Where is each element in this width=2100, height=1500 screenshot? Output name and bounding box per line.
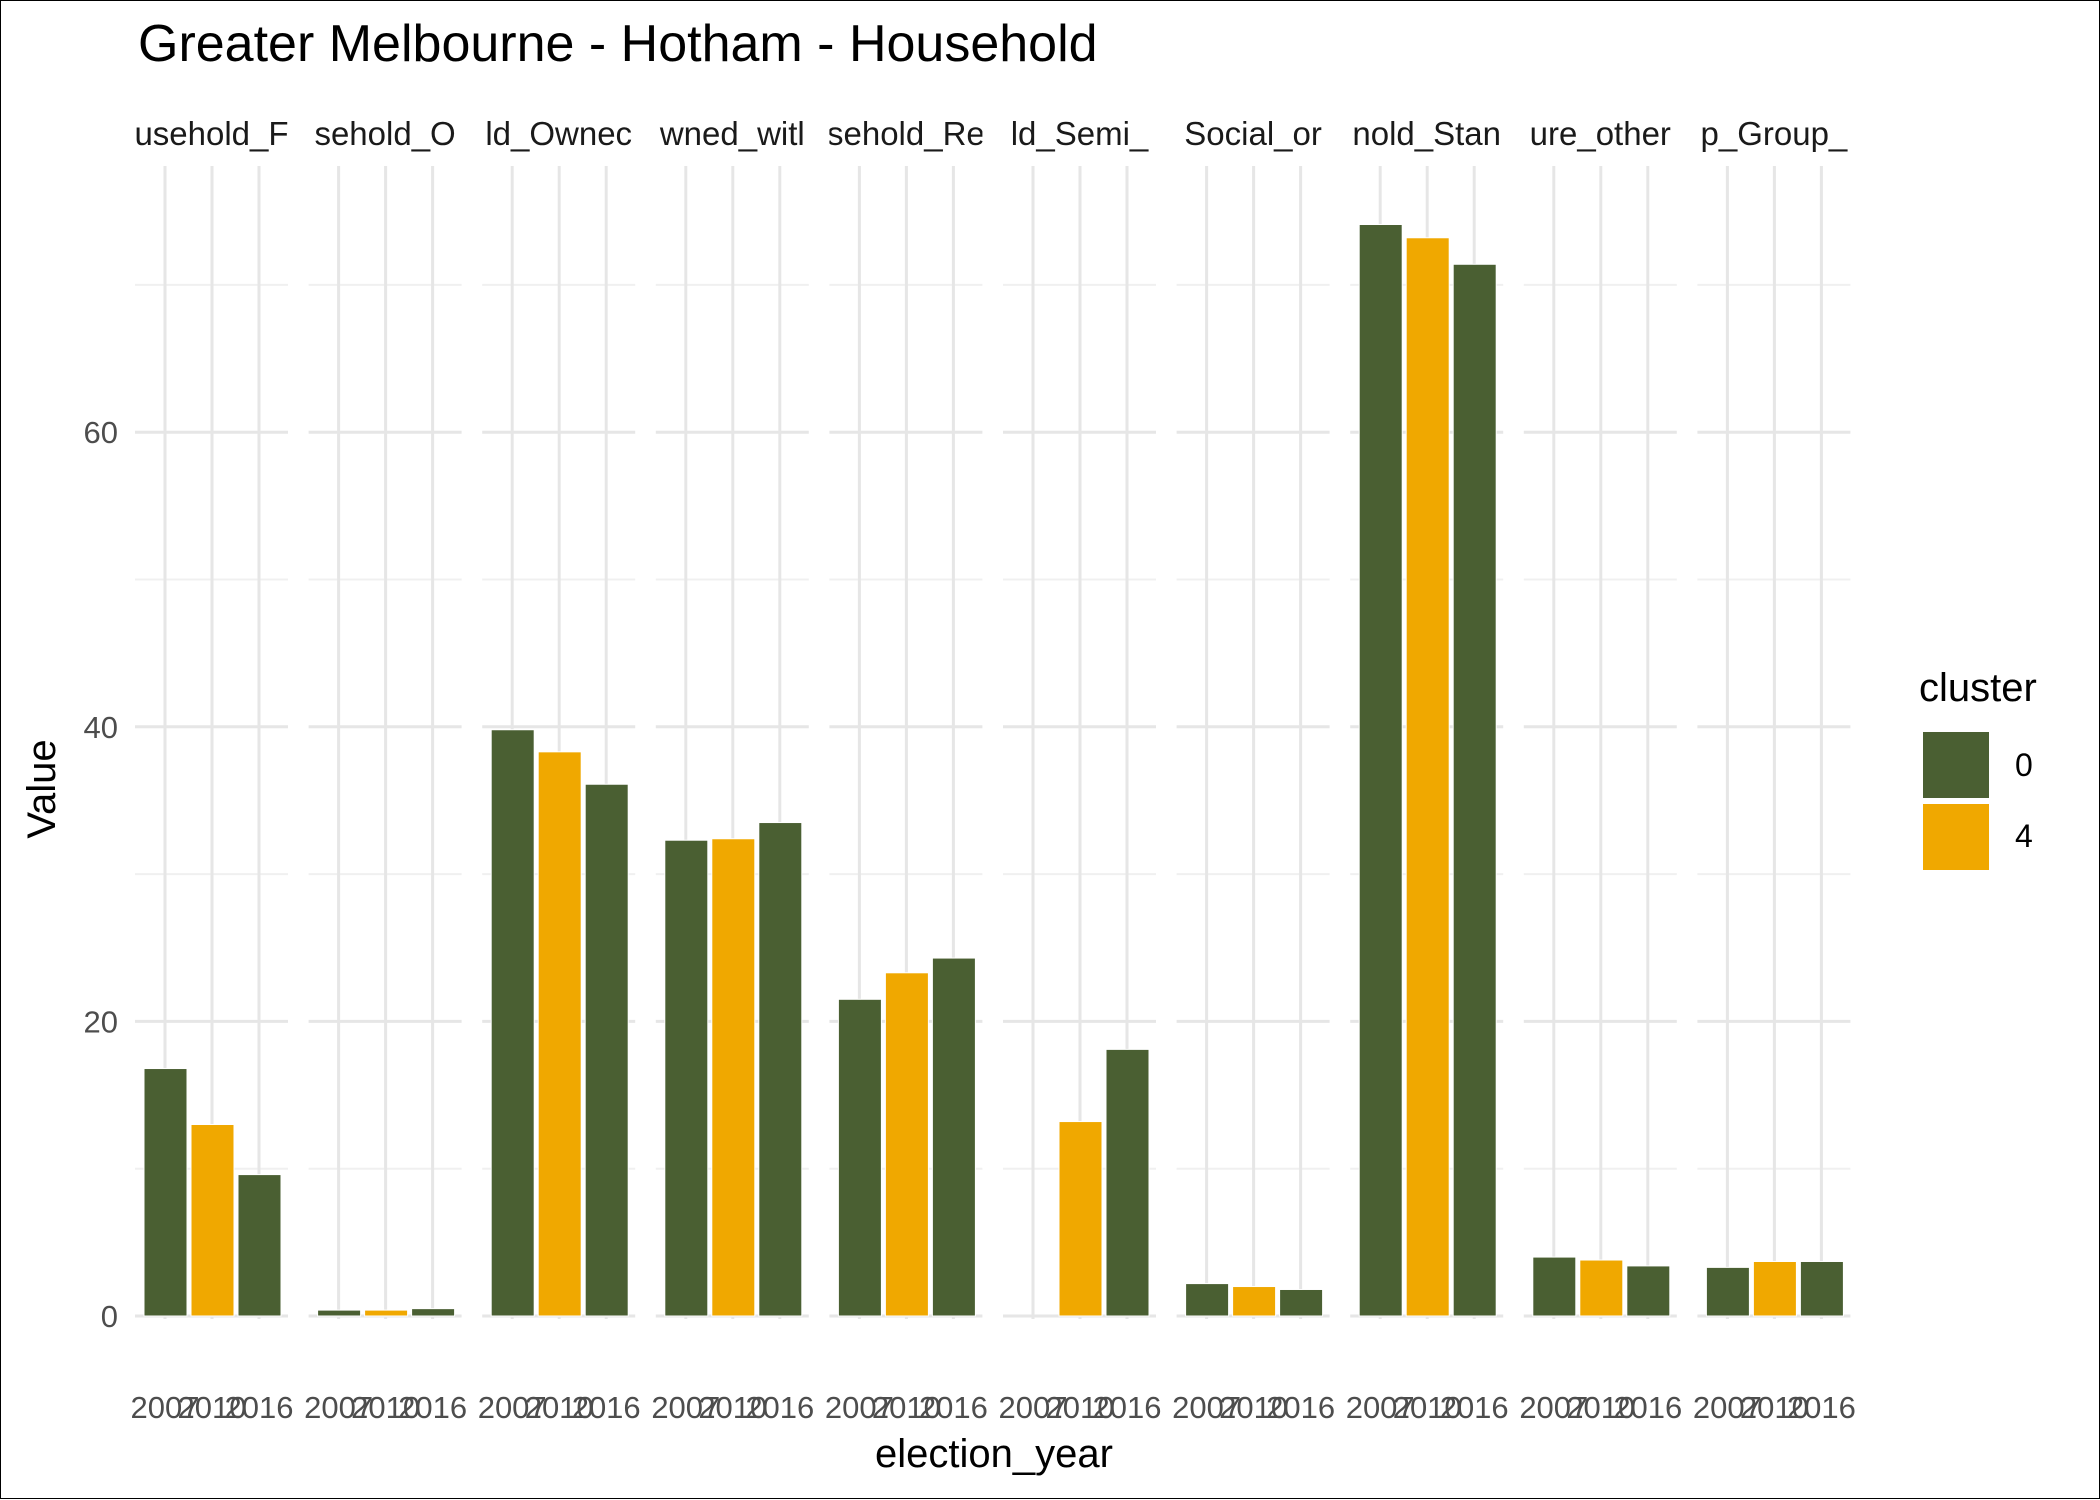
bar [1752,1260,1797,1317]
bar [143,1068,188,1317]
x-tick-label: 2010 [1566,1390,1635,1425]
bar [1705,1266,1750,1317]
bar [317,1309,362,1317]
facet-panels: usehold_F200720102016sehold_O20072010201… [131,115,1856,1425]
bar [1626,1265,1671,1317]
facet-strip-label: ld_Ownec [485,115,632,152]
chart-title: Greater Melbourne - Hotham - Household [138,15,1098,73]
bar [490,729,535,1317]
x-tick-label: 2010 [1046,1390,1115,1425]
x-tick-label: 2007 [825,1390,894,1425]
bar [1452,263,1497,1317]
facet-strip-label: ld_Semi_ [1011,115,1149,152]
bar [537,751,582,1317]
x-axis-title: election_year [875,1432,1113,1476]
x-tick-label: 2010 [872,1390,941,1425]
x-tick-label: 2016 [745,1390,814,1425]
x-tick-label: 2007 [1346,1390,1415,1425]
x-tick-label: 2016 [1787,1390,1856,1425]
bar [758,822,803,1317]
legend-swatch-1 [1923,804,1989,870]
bar [1279,1288,1324,1317]
bar [711,838,756,1317]
x-tick-label: 2007 [131,1390,200,1425]
y-axis-title: Value [20,739,64,838]
x-tick-label: 2007 [1172,1390,1241,1425]
x-tick-label: 2010 [1740,1390,1809,1425]
x-tick-label: 2007 [1693,1390,1762,1425]
x-tick-label: 2016 [1266,1390,1335,1425]
facet-strip-label: nold_Stan [1352,115,1501,152]
x-tick-label: 2016 [225,1390,294,1425]
legend-title: cluster [1919,666,2037,710]
bar [1579,1259,1624,1317]
x-tick-label: 2010 [351,1390,420,1425]
bar [1358,224,1403,1317]
bar [1232,1286,1277,1317]
bar [884,972,929,1317]
facet-strip-label: usehold_F [134,115,288,152]
x-tick-label: 2007 [1519,1390,1588,1425]
x-tick-label: 2007 [478,1390,547,1425]
x-tick-label: 2010 [525,1390,594,1425]
bar [364,1309,409,1317]
bar [1799,1260,1844,1317]
x-tick-label: 2016 [919,1390,988,1425]
x-tick-label: 2016 [1093,1390,1162,1425]
bar [837,998,882,1317]
facet-strip-label: sehold_O [314,115,455,152]
facet-strip-label: sehold_Re [827,115,985,152]
bar [1185,1283,1230,1317]
bar [237,1174,282,1317]
bar [931,957,976,1317]
y-tick-label: 40 [84,710,118,745]
facet-strip-label: Social_or [1184,115,1322,152]
x-tick-label: 2016 [572,1390,641,1425]
y-tick-label: 60 [84,415,118,450]
bar [1058,1121,1103,1317]
bar [1532,1256,1577,1317]
legend-swatch-0 [1923,732,1989,798]
legend: cluster 0 4 [1919,666,2037,870]
bar [190,1124,235,1317]
x-tick-label: 2010 [698,1390,767,1425]
y-tick-label: 0 [101,1299,118,1334]
facet-strip-label: p_Group_ [1701,115,1848,152]
x-tick-label: 2010 [178,1390,247,1425]
bar [1105,1048,1150,1317]
bar [664,839,709,1317]
facet-strip-label: wned_witl [659,115,805,152]
bar [411,1308,456,1317]
x-tick-label: 2007 [304,1390,373,1425]
x-tick-label: 2010 [1219,1390,1288,1425]
x-tick-label: 2007 [651,1390,720,1425]
bar [584,783,629,1317]
y-tick-label: 20 [84,1004,118,1039]
x-tick-label: 2016 [398,1390,467,1425]
x-tick-label: 2016 [1613,1390,1682,1425]
bar [1405,237,1450,1317]
x-tick-label: 2007 [999,1390,1068,1425]
legend-label-1: 4 [2015,818,2033,854]
x-tick-label: 2016 [1440,1390,1509,1425]
y-axis: 0 20 40 60 [84,415,118,1334]
x-tick-label: 2010 [1393,1390,1462,1425]
facet-strip-label: ure_other [1530,115,1671,152]
legend-label-0: 0 [2015,747,2033,783]
